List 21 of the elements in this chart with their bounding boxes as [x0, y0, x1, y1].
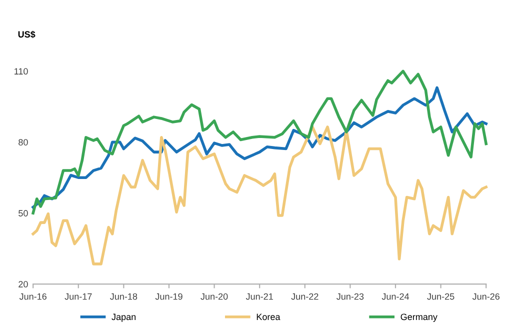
x-tick-label: Jun-26	[472, 293, 500, 300]
x-tick-label: Jun-16	[19, 293, 46, 300]
line-series	[32, 126, 488, 266]
x-tick-label: Jun-19	[155, 293, 182, 300]
y-tick-label: 20	[18, 281, 28, 288]
legend-label: Germany	[400, 314, 438, 322]
legend-label: Korea	[256, 314, 280, 320]
y-tick-label: 80	[18, 139, 28, 146]
legend-label: Japan	[112, 314, 136, 322]
x-tick-label: Jun-24	[382, 293, 410, 300]
x-tick-label: Jun-22	[291, 293, 318, 300]
x-tick-label: Jun-20	[200, 293, 228, 300]
x-tick-label: Jun-23	[336, 293, 364, 300]
y-tick-label: 110	[14, 68, 28, 75]
x-tick-label: Jun-25	[427, 293, 454, 300]
x-tick-label: Jun-18	[110, 293, 138, 300]
y-tick-label: 50	[18, 210, 28, 216]
y-axis-title: US$	[18, 30, 36, 38]
x-tick-label: Jun-21	[246, 293, 273, 300]
line-series	[32, 70, 488, 214]
x-tick-label: Jun-17	[64, 293, 92, 300]
